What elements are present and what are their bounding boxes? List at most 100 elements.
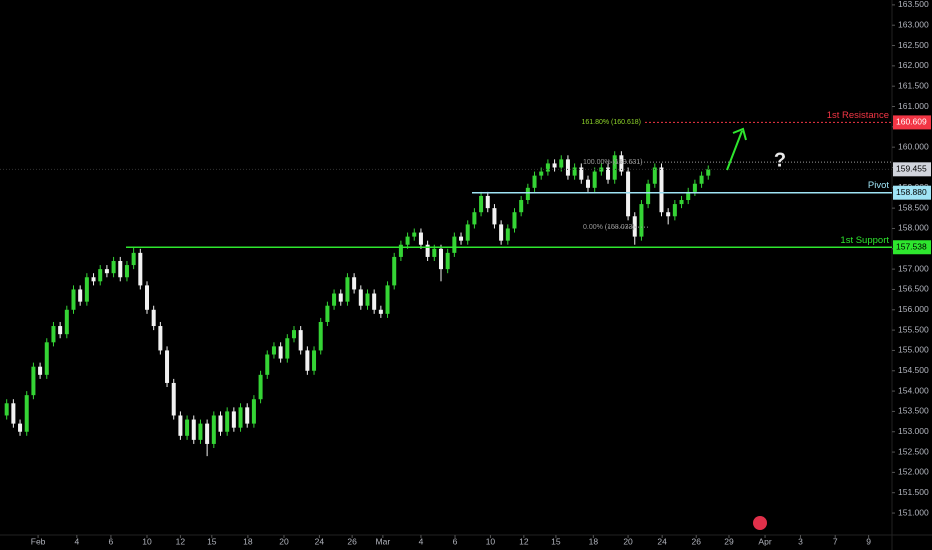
- x-tick-label: 10: [142, 536, 152, 546]
- x-tick-label: 7: [833, 536, 838, 546]
- candle-body: [385, 285, 390, 314]
- candle-body: [24, 395, 29, 432]
- candle-body: [151, 309, 156, 327]
- candle-body: [699, 175, 704, 184]
- candle-body: [91, 277, 96, 282]
- x-tick-label: 26: [691, 536, 701, 546]
- candle-body: [405, 236, 410, 245]
- candle-body: [666, 212, 671, 217]
- y-tick-label: 155.000: [898, 345, 929, 355]
- candle-body: [144, 285, 150, 310]
- candle-body: [472, 212, 477, 225]
- x-tick-label: 20: [279, 536, 289, 546]
- candle-body: [312, 350, 317, 371]
- x-tick-label: 3: [798, 536, 803, 546]
- candle-body: [619, 155, 624, 172]
- x-tick-label: 6: [453, 536, 458, 546]
- candle-body: [4, 403, 9, 416]
- candle-body: [51, 326, 56, 343]
- candle-body: [185, 419, 190, 436]
- candle-body: [191, 419, 196, 440]
- candle-body: [592, 171, 597, 188]
- candle-body: [271, 346, 276, 355]
- event-icon[interactable]: [753, 516, 767, 530]
- candle-body: [499, 224, 504, 241]
- level-label: 157.538: [896, 242, 927, 252]
- x-tick-label: 18: [589, 536, 599, 546]
- candle-body: [485, 195, 490, 209]
- level-tag: [893, 185, 931, 200]
- candle-body: [298, 330, 303, 351]
- y-tick-label: 161.000: [898, 101, 929, 111]
- candle-body: [632, 216, 637, 237]
- candle-body: [44, 342, 49, 375]
- candle-body: [579, 167, 584, 180]
- y-tick-label: 153.000: [898, 426, 929, 436]
- candle-body: [138, 252, 143, 286]
- y-tick-label: 152.500: [898, 446, 929, 456]
- y-tick-label: 154.500: [898, 365, 929, 375]
- candle-body: [565, 159, 570, 176]
- x-tick-label: Mar: [376, 536, 391, 546]
- candle-body: [332, 293, 337, 306]
- candle-body: [225, 411, 230, 432]
- candle-body: [438, 248, 443, 270]
- x-tick-label: Apr: [758, 536, 771, 546]
- candle-body: [398, 244, 403, 257]
- fib-label: 100.00% (159.631): [583, 159, 643, 166]
- candle-body: [459, 236, 464, 241]
- candle-body: [278, 346, 283, 359]
- x-tick-label: 24: [315, 536, 325, 546]
- x-tick-label: 15: [551, 536, 561, 546]
- candle-body: [659, 167, 664, 213]
- candle-body: [392, 256, 397, 286]
- candle-body: [165, 350, 170, 383]
- y-tick-label: 163.500: [898, 0, 929, 9]
- y-tick-label: 151.000: [898, 507, 929, 517]
- candle-body: [178, 415, 183, 436]
- x-tick-label: 12: [176, 536, 186, 546]
- candle-body: [425, 244, 430, 257]
- candle-body: [365, 293, 370, 306]
- candle-body: [465, 224, 470, 241]
- question-mark: ?: [774, 149, 786, 171]
- y-tick-label: 158.000: [898, 223, 929, 233]
- candle-body: [519, 200, 524, 213]
- candle-body: [84, 277, 89, 302]
- candle-body: [539, 171, 544, 176]
- y-tick-label: 162.500: [898, 40, 929, 50]
- candle-body: [706, 169, 711, 176]
- candle-body: [58, 326, 63, 335]
- candle-body: [599, 167, 604, 172]
- candle-body: [238, 407, 243, 428]
- candle-body: [345, 277, 350, 302]
- y-tick-label: 161.500: [898, 80, 929, 90]
- fib-label: 161.80% (160.618): [581, 119, 641, 126]
- y-tick-label: 163.000: [898, 19, 929, 29]
- candle-body: [672, 204, 677, 217]
- x-tick-label: 15: [207, 536, 217, 546]
- candle-body: [38, 366, 43, 375]
- candle-body: [686, 191, 691, 201]
- fib-label: 0.00% (158.033): [583, 224, 635, 231]
- x-tick-label: 12: [519, 536, 529, 546]
- y-tick-label: 152.000: [898, 467, 929, 477]
- candle-body: [71, 289, 76, 310]
- level-name: Pivot: [868, 180, 889, 191]
- candle-body: [211, 415, 216, 444]
- candle-body: [265, 354, 270, 375]
- candle-body: [532, 175, 537, 188]
- y-tick-label: 154.000: [898, 385, 929, 395]
- x-tick-label: 4: [419, 536, 424, 546]
- y-tick-label: 162.000: [898, 60, 929, 70]
- projection-arrow: [726, 127, 747, 171]
- candle-body: [338, 293, 343, 302]
- candle-body: [412, 232, 417, 237]
- level-name: 1st Support: [840, 235, 889, 246]
- candle-body: [559, 159, 564, 168]
- candle-body: [31, 366, 36, 396]
- y-tick-label: 157.000: [898, 263, 929, 273]
- y-tick-label: 156.000: [898, 304, 929, 314]
